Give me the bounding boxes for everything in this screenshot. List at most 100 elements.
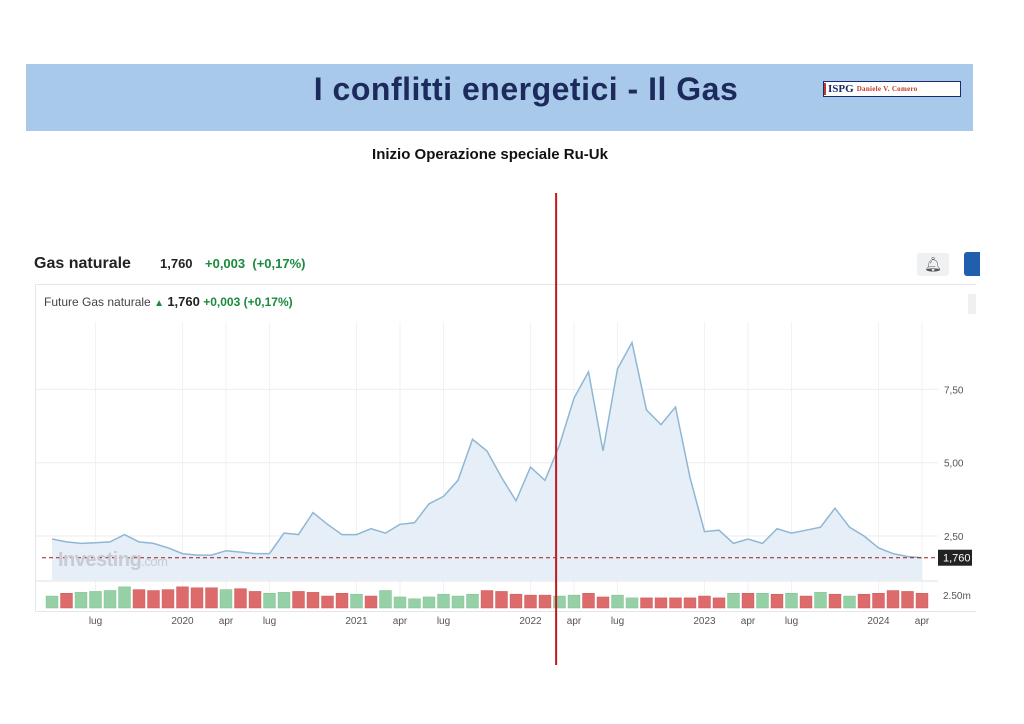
x-tick-label: apr xyxy=(393,616,408,627)
instrument-change: +0,003 (+0,17%) xyxy=(205,256,305,271)
volume-bar xyxy=(103,590,117,609)
x-tick-label: lug xyxy=(437,616,450,627)
ispg-logo: ISPG Daniele V. Comero xyxy=(823,81,961,97)
x-tick-label: lug xyxy=(785,616,798,627)
volume-bar xyxy=(886,590,900,609)
up-arrow-icon: ▲ xyxy=(154,298,164,309)
volume-bar xyxy=(205,587,218,609)
x-tick-label: 2022 xyxy=(519,616,542,627)
volume-bar xyxy=(741,593,755,609)
volume-bar xyxy=(669,597,682,609)
y-tick-label: 7,50 xyxy=(944,385,964,396)
volume-bar xyxy=(756,593,769,609)
watermark-brand: Investing xyxy=(58,549,142,571)
x-tick-label: 2024 xyxy=(867,616,890,627)
y-tick-label: 2,50 xyxy=(944,532,964,543)
volume-bar xyxy=(625,597,639,609)
volume-bar xyxy=(45,595,59,609)
volume-bar xyxy=(234,588,247,609)
bell-plus-icon: 🔔︎ xyxy=(924,256,942,272)
logo-author: Daniele V. Comero xyxy=(856,85,918,93)
volume-bar xyxy=(596,596,610,609)
volume-bar xyxy=(640,597,653,609)
volume-bar xyxy=(553,595,566,609)
volume-bar xyxy=(683,597,697,609)
volume-bar xyxy=(292,591,305,609)
legend-name: Future Gas naturale xyxy=(44,295,151,309)
volume-bar xyxy=(277,592,291,609)
x-tick-label: apr xyxy=(567,616,582,627)
volume-bar xyxy=(843,595,856,609)
investing-watermark: Investing.com xyxy=(58,549,168,572)
volume-bar xyxy=(350,593,363,609)
volume-bar xyxy=(857,593,871,609)
x-tick-label: 2020 xyxy=(171,616,194,627)
volume-bar xyxy=(132,589,146,609)
x-tick-label: apr xyxy=(915,616,930,627)
x-tick-label: 2021 xyxy=(345,616,368,627)
volume-bar xyxy=(538,594,552,609)
volume-bar xyxy=(190,587,204,609)
legend-change: +0,003 xyxy=(203,295,241,309)
instrument-name: Gas naturale xyxy=(34,255,131,272)
legend-change-pct: (+0,17%) xyxy=(243,295,293,309)
volume-bar xyxy=(161,589,175,609)
volume-bar xyxy=(466,593,479,609)
watermark-suffix: .com xyxy=(141,554,168,569)
volume-bar xyxy=(770,593,784,609)
action-button[interactable] xyxy=(964,252,980,276)
volume-bar xyxy=(799,595,813,609)
add-alert-button[interactable]: 🔔︎ xyxy=(917,253,949,276)
volume-bar xyxy=(364,595,378,609)
volume-bar xyxy=(219,589,233,609)
volume-bar xyxy=(509,593,523,609)
price-line xyxy=(51,340,923,559)
volume-bar xyxy=(335,593,349,609)
volume-tick-label: 2.50m xyxy=(943,591,971,602)
volume-bar xyxy=(451,595,465,609)
volume-bar xyxy=(814,592,827,609)
volume-bar xyxy=(89,591,102,609)
x-tick-label: lug xyxy=(89,616,102,627)
volume-bar xyxy=(147,590,160,609)
panel-scroll-handle[interactable] xyxy=(968,294,976,314)
current-price-tag xyxy=(938,549,972,566)
volume-bar xyxy=(654,597,668,609)
volume-bar xyxy=(379,590,392,609)
change-pct: (+0,17%) xyxy=(252,256,306,271)
volume-bar xyxy=(408,598,421,609)
x-tick-label: lug xyxy=(263,616,276,627)
volume-bar xyxy=(872,593,885,609)
volume-bar xyxy=(422,596,436,609)
instrument-price: 1,760 xyxy=(160,256,193,271)
volume-bar xyxy=(437,593,450,609)
slide-title: I conflitti energetici - Il Gas xyxy=(313,71,739,107)
volume-bar xyxy=(611,594,624,609)
volume-bar xyxy=(480,590,494,609)
volume-bar xyxy=(567,594,581,609)
volume-bar xyxy=(712,597,726,609)
slide-subtitle: Inizio Operazione speciale Ru-Uk xyxy=(372,146,608,163)
title-banner: I conflitti energetici - Il Gas ISPG Dan… xyxy=(26,64,973,131)
price-area xyxy=(52,342,922,580)
volume-bar xyxy=(176,586,189,609)
volume-bar xyxy=(495,591,508,609)
volume-bar xyxy=(306,592,320,609)
chart-legend: Future Gas naturale ▲ 1,760 +0,003 (+0,1… xyxy=(44,294,293,309)
volume-bar xyxy=(901,591,914,609)
volume-bar xyxy=(524,594,537,609)
volume-bar xyxy=(393,596,407,609)
volume-bar xyxy=(118,586,131,609)
x-tick-label: lug xyxy=(611,616,624,627)
volume-bar xyxy=(60,593,73,609)
volume-bar xyxy=(915,593,929,609)
volume-bar xyxy=(828,593,842,609)
volume-bar xyxy=(582,593,595,609)
volume-bar xyxy=(74,592,88,609)
x-tick-label: apr xyxy=(219,616,234,627)
volume-bar xyxy=(263,593,276,609)
volume-bar xyxy=(698,595,711,609)
logo-mark: ISPG xyxy=(824,83,857,95)
volume-bar xyxy=(321,595,334,609)
volume-bar xyxy=(248,591,262,609)
